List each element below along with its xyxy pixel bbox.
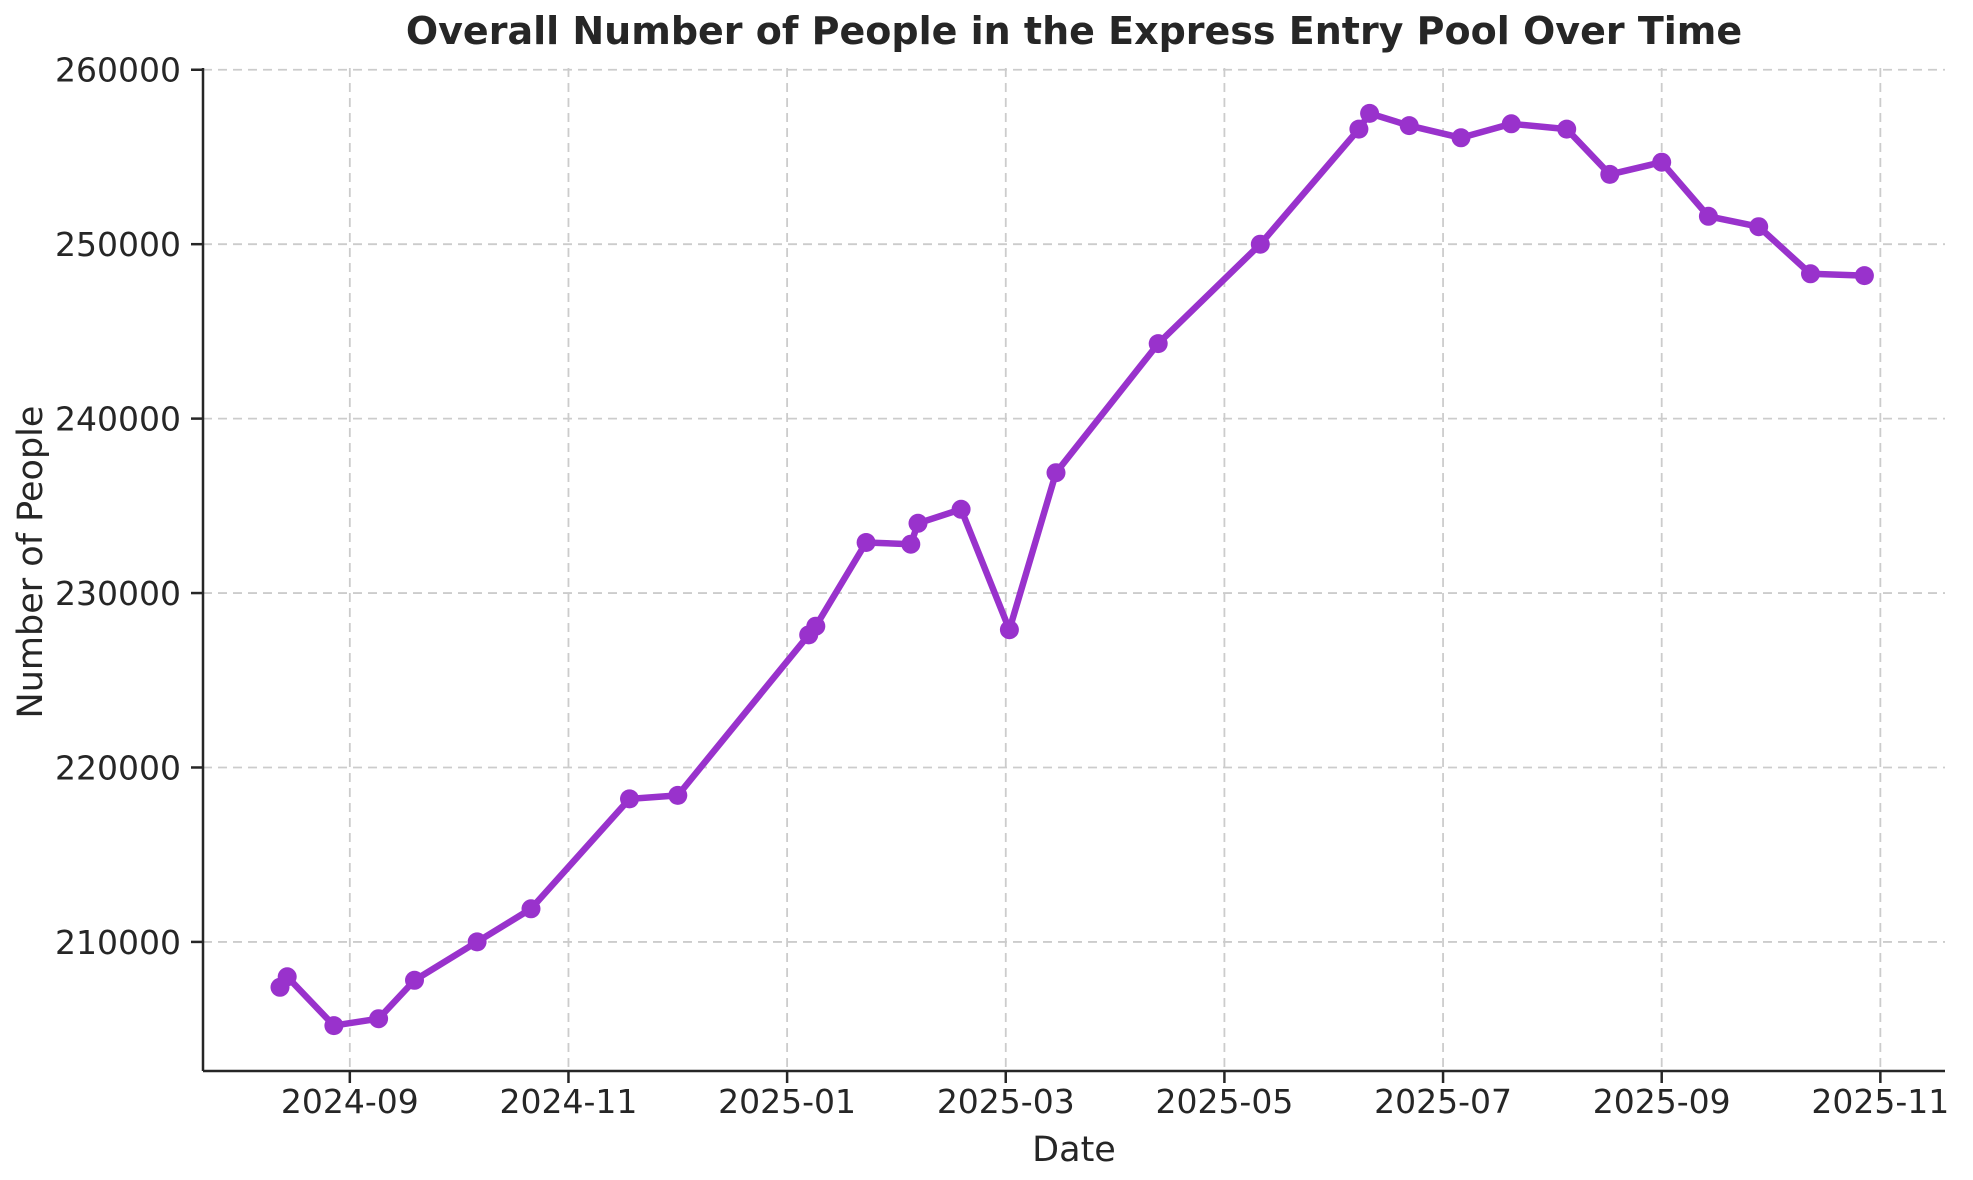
data-point [999, 620, 1019, 640]
data-point [521, 899, 541, 919]
data-point [1250, 234, 1270, 254]
x-tick-label: 2025-07 [1374, 1082, 1512, 1121]
x-tick-label: 2024-11 [500, 1082, 638, 1121]
data-point [1360, 103, 1380, 123]
data-series [270, 103, 1874, 1036]
y-tick-label: 220000 [55, 748, 181, 787]
data-point [806, 616, 826, 636]
x-axis-label: Date [1032, 1130, 1116, 1170]
data-point [405, 970, 424, 990]
data-point [324, 1016, 344, 1036]
data-point [1652, 152, 1672, 172]
data-point [1557, 119, 1577, 139]
x-tick-label: 2025-03 [937, 1082, 1075, 1121]
data-point [1698, 206, 1718, 226]
data-point [668, 785, 688, 805]
y-tick-label: 260000 [55, 51, 181, 90]
data-point [951, 499, 971, 519]
data-point [277, 967, 297, 987]
gridlines [203, 68, 1945, 1071]
data-point [1148, 334, 1168, 354]
axis-spines [201, 68, 1945, 1073]
data-point [1046, 463, 1066, 483]
x-tick-label: 2025-11 [1811, 1082, 1949, 1121]
x-tick-label: 2025-01 [718, 1082, 856, 1121]
y-tick-label: 250000 [55, 225, 181, 264]
data-point [1399, 116, 1419, 136]
data-point [1349, 119, 1369, 139]
x-tick-label: 2024-09 [281, 1082, 419, 1121]
y-axis-label: Number of People [11, 406, 51, 719]
data-point [908, 513, 928, 533]
chart-title: Overall Number of People in the Express … [406, 9, 1742, 53]
x-tick-label: 2025-05 [1155, 1082, 1293, 1121]
y-tick-label: 210000 [55, 923, 181, 962]
data-point [1854, 266, 1874, 286]
data-point [1801, 264, 1820, 284]
y-tick-label: 230000 [55, 574, 181, 613]
axis-ticks: 210000 220000 230000 240000 250000 260000 2024… [55, 51, 1949, 1121]
data-point [901, 534, 921, 554]
y-tick-label: 240000 [55, 400, 181, 439]
data-point [1501, 114, 1521, 134]
x-tick-label: 2025-09 [1593, 1082, 1731, 1121]
data-point [369, 1009, 389, 1029]
data-point [1451, 128, 1471, 148]
data-point [1600, 164, 1620, 184]
data-line [276, 110, 1868, 1029]
data-point [856, 533, 876, 552]
data-point [620, 789, 639, 809]
data-point [1749, 217, 1769, 237]
data-point [467, 932, 487, 952]
